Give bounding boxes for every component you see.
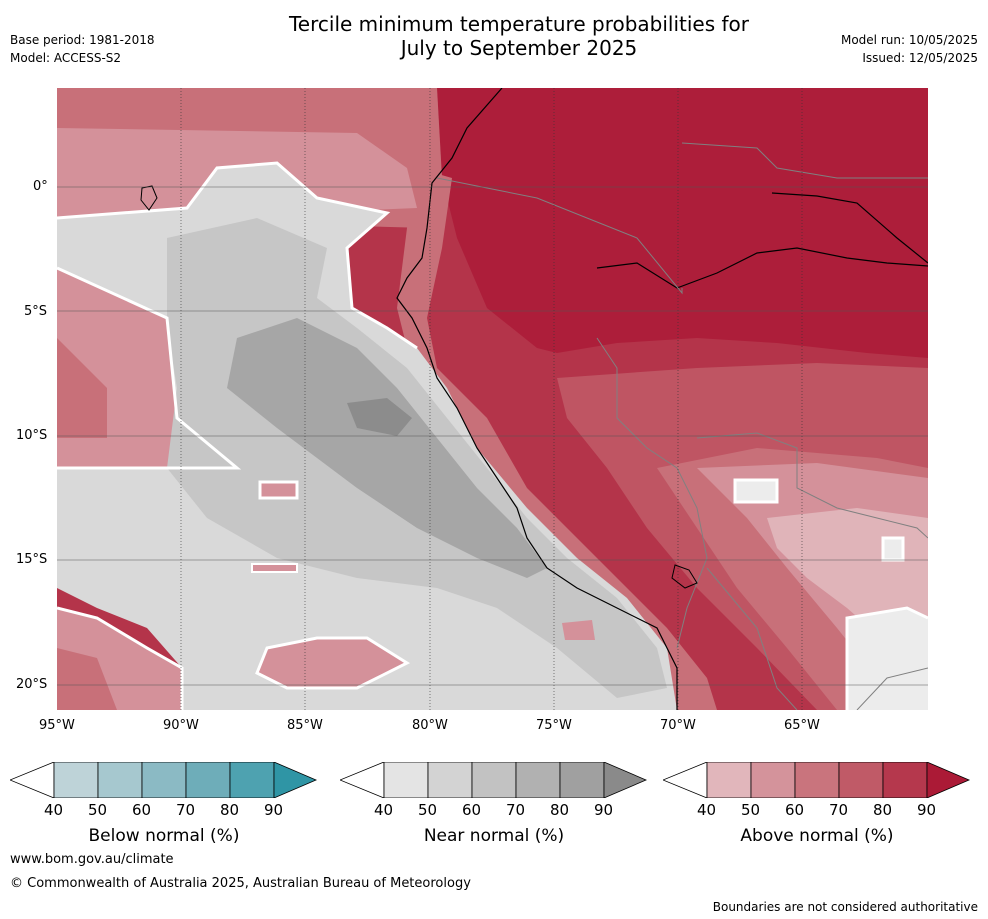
contour-west: [57, 266, 242, 470]
lat-label-0: 0°: [33, 179, 48, 194]
near-normal-70: [347, 398, 412, 436]
lat-label-10s: 10°S: [16, 428, 48, 443]
cb-near-tick-80: 80: [550, 801, 570, 819]
issued-date: Issued: 12/05/2025: [862, 51, 978, 65]
colorbar-0-segment-2: [97, 762, 143, 798]
cb-below-tick-70: 70: [176, 801, 196, 819]
colorbar-0-segment-0: [10, 762, 55, 798]
lon-label-75w: 75°W: [536, 718, 572, 733]
colorbar-2-segment-2: [750, 762, 796, 798]
cb-above-label: Above normal (%): [740, 826, 894, 846]
title-line-1: Tercile minimum temperature probabilitie…: [288, 12, 750, 36]
cb-near-tick-40: 40: [374, 801, 394, 819]
west-ocean-above-60: [57, 338, 107, 438]
colorbar-2-segment-1: [706, 762, 752, 798]
cb-below-tick-40: 40: [44, 801, 64, 819]
colorbar-above-normal: [663, 762, 971, 798]
lon-label-80w: 80°W: [412, 718, 448, 733]
amazon-river: [596, 247, 928, 289]
cb-below-tick-50: 50: [88, 801, 108, 819]
lon-label-65w: 65°W: [784, 718, 820, 733]
southwest-ocean-above-60: [57, 648, 117, 710]
colorbar-0-segment-4: [185, 762, 231, 798]
border-peru-brazil-bolivia: [596, 337, 708, 649]
cb-near-tick-90: 90: [594, 801, 614, 819]
colorbar-0-segment-1: [53, 762, 99, 798]
border-bolivia-brazil: [696, 432, 928, 539]
cb-above-tick-80: 80: [873, 801, 893, 819]
lon-label-70w: 70°W: [660, 718, 696, 733]
cb-near-label: Near normal (%): [423, 826, 565, 846]
colorbar-1-segment-1: [383, 762, 429, 798]
border-bolivia-chile: [706, 567, 798, 710]
lon-label-85w: 85°W: [287, 718, 323, 733]
cb-near-tick-60: 60: [462, 801, 482, 819]
colorbar-2-segment-3: [794, 762, 840, 798]
amazon-tributary: [771, 192, 928, 264]
colorbar-1-segment-6: [603, 762, 648, 798]
footer-disclaimer: Boundaries are not considered authoritat…: [712, 900, 978, 914]
base-period: Base period: 1981-2018: [10, 33, 155, 47]
probability-map: [57, 88, 928, 710]
colorbar-0-segment-5: [229, 762, 275, 798]
contour-southwest: [57, 606, 184, 710]
colorbar-1-segment-0: [340, 762, 385, 798]
lon-label-95w: 95°W: [39, 718, 75, 733]
cb-below-label: Below normal (%): [88, 826, 240, 846]
model-name: Model: ACCESS-S2: [10, 51, 122, 65]
contour-southeast: [845, 606, 928, 710]
map-title: Tercile minimum temperature probabilitie…: [194, 12, 844, 60]
cb-near-tick-70: 70: [506, 801, 526, 819]
cb-above-tick-70: 70: [829, 801, 849, 819]
colorbar-2-segment-0: [663, 762, 708, 798]
title-line-2: July to September 2025: [400, 36, 638, 60]
lat-label-5s: 5°S: [24, 304, 48, 319]
cb-above-tick-90: 90: [917, 801, 937, 819]
ocean-above-patch-small: [251, 563, 298, 573]
cb-below-tick-90: 90: [264, 801, 284, 819]
near-normal-patch-east: [881, 536, 905, 562]
cb-near-tick-50: 50: [418, 801, 438, 819]
ocean-above-patch-south: [255, 636, 411, 690]
border-colombia-brazil: [681, 142, 928, 179]
latitude-lines: [57, 186, 928, 686]
ocean-above-patch-mid: [258, 480, 299, 500]
colorbar-1-segment-3: [471, 762, 517, 798]
cb-below-tick-60: 60: [132, 801, 152, 819]
cb-above-tick-40: 40: [697, 801, 717, 819]
colorbar-0-segment-3: [141, 762, 187, 798]
border-ecuador-peru: [436, 177, 683, 295]
near-normal-60: [227, 318, 547, 578]
colorbar-1-segment-2: [427, 762, 473, 798]
footer-copyright: © Commonwealth of Australia 2025, Austra…: [10, 876, 471, 891]
model-run: Model run: 10/05/2025: [840, 33, 978, 47]
lon-label-90w: 90°W: [163, 718, 199, 733]
cb-above-tick-50: 50: [741, 801, 761, 819]
lake-titicaca: [671, 564, 698, 589]
colorbar-below-normal: [10, 762, 318, 798]
cb-above-tick-60: 60: [785, 801, 805, 819]
colorbar-near-normal: [340, 762, 648, 798]
colorbar-0-segment-6: [273, 762, 318, 798]
lat-label-20s: 20°S: [16, 677, 48, 692]
near-normal-patch-bolivia: [733, 478, 779, 504]
near-normal-southeast: [847, 608, 928, 710]
lat-label-15s: 15°S: [16, 552, 48, 567]
colorbar-2-segment-6: [926, 762, 971, 798]
coastline: [396, 88, 678, 710]
ocean-above-patch-coast: [562, 620, 595, 640]
colorbar-2-segment-5: [882, 762, 928, 798]
footer-url[interactable]: www.bom.gov.au/climate: [10, 852, 174, 867]
contour-north: [57, 161, 418, 350]
border-south-east: [856, 667, 928, 710]
colorbar-1-segment-4: [515, 762, 561, 798]
galapagos-islands: [140, 185, 158, 211]
colorbar-1-segment-5: [559, 762, 605, 798]
colorbar-2-segment-4: [838, 762, 884, 798]
cb-below-tick-80: 80: [220, 801, 240, 819]
above-90-region: [437, 88, 928, 358]
